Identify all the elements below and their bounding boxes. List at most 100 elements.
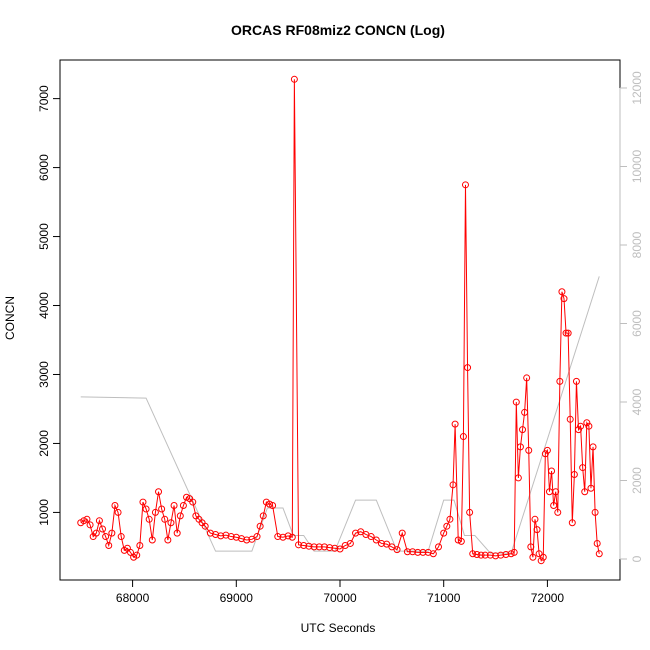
data-point bbox=[377, 539, 385, 547]
data-point bbox=[300, 542, 308, 550]
data-point bbox=[139, 498, 147, 506]
data-point bbox=[212, 530, 220, 538]
x-tick-label: 72000 bbox=[531, 591, 565, 605]
y2-tick-label: 8000 bbox=[630, 231, 644, 258]
data-point bbox=[183, 493, 191, 501]
x-tick-label: 68000 bbox=[116, 591, 150, 605]
data-point bbox=[492, 552, 500, 560]
y-tick-label: 2000 bbox=[37, 430, 51, 457]
data-point bbox=[537, 557, 545, 565]
data-point bbox=[331, 544, 339, 552]
data-point bbox=[167, 519, 175, 527]
data-point bbox=[564, 329, 572, 337]
data-point bbox=[451, 420, 459, 428]
data-point bbox=[539, 553, 547, 561]
data-point bbox=[310, 543, 318, 551]
data-point bbox=[155, 488, 163, 496]
data-point bbox=[414, 548, 422, 556]
data-point bbox=[295, 541, 303, 549]
data-point bbox=[457, 537, 465, 545]
x-tick-label: 70000 bbox=[323, 591, 357, 605]
data-point bbox=[429, 550, 437, 558]
data-point bbox=[403, 548, 411, 556]
data-point bbox=[117, 533, 125, 541]
data-point bbox=[256, 522, 264, 530]
y-tick-label: 1000 bbox=[37, 499, 51, 526]
data-point bbox=[583, 419, 591, 427]
data-point bbox=[290, 75, 298, 83]
data-point bbox=[543, 446, 551, 454]
data-point bbox=[550, 502, 558, 510]
data-point bbox=[575, 426, 583, 434]
data-point bbox=[507, 550, 515, 558]
data-point bbox=[512, 398, 520, 406]
data-point bbox=[560, 295, 568, 303]
data-point bbox=[320, 543, 328, 551]
data-point bbox=[454, 536, 462, 544]
data-point bbox=[102, 533, 110, 541]
data-point bbox=[133, 551, 141, 559]
data-point bbox=[566, 415, 574, 423]
data-point bbox=[274, 533, 282, 541]
data-point bbox=[217, 532, 225, 540]
data-point bbox=[206, 529, 214, 537]
data-point bbox=[535, 550, 543, 558]
y2-tick-label: 4000 bbox=[630, 388, 644, 415]
data-point bbox=[595, 550, 603, 558]
data-point bbox=[148, 536, 156, 544]
y-tick-label: 6000 bbox=[37, 154, 51, 181]
data-point bbox=[446, 515, 454, 523]
data-point bbox=[161, 515, 169, 523]
data-point bbox=[201, 522, 209, 530]
data-point bbox=[409, 548, 417, 556]
data-point bbox=[477, 551, 485, 559]
data-point bbox=[424, 548, 432, 556]
data-point bbox=[533, 526, 541, 534]
data-point bbox=[527, 543, 535, 551]
data-point bbox=[189, 498, 197, 506]
data-point bbox=[248, 535, 256, 543]
y2-tick-label: 6000 bbox=[630, 310, 644, 337]
x-tick-label: 71000 bbox=[427, 591, 461, 605]
data-point bbox=[111, 502, 119, 510]
data-point bbox=[227, 533, 235, 541]
chart-title: ORCAS RF08miz2 CONCN (Log) bbox=[231, 22, 445, 38]
data-point bbox=[127, 548, 135, 556]
y-tick-label: 3000 bbox=[37, 361, 51, 388]
data-point bbox=[519, 426, 527, 434]
data-point bbox=[237, 535, 245, 543]
data-point bbox=[473, 550, 481, 558]
data-point bbox=[326, 544, 334, 552]
y2-tick-label: 2000 bbox=[630, 467, 644, 494]
data-point bbox=[398, 529, 406, 537]
data-point bbox=[466, 508, 474, 516]
x-axis-label: UTC Seconds bbox=[301, 621, 376, 635]
data-point bbox=[176, 512, 184, 520]
data-point bbox=[315, 543, 323, 551]
data-point bbox=[502, 550, 510, 558]
data-point bbox=[86, 521, 94, 529]
data-point bbox=[142, 505, 150, 513]
data-point bbox=[440, 529, 448, 537]
y2-tick-label: 12000 bbox=[630, 71, 644, 105]
data-point bbox=[383, 540, 391, 548]
data-point bbox=[541, 450, 549, 458]
data-point bbox=[568, 519, 576, 527]
data-point bbox=[243, 536, 251, 544]
data-point bbox=[521, 408, 529, 416]
data-point bbox=[288, 533, 296, 541]
data-point bbox=[95, 517, 103, 525]
data-point bbox=[443, 522, 451, 530]
data-point bbox=[136, 542, 144, 550]
data-point bbox=[552, 488, 560, 496]
data-point bbox=[352, 529, 360, 537]
data-point bbox=[114, 508, 122, 516]
plot-box bbox=[59, 59, 621, 581]
y-axis-label: CONCN bbox=[3, 296, 17, 340]
data-point bbox=[105, 542, 113, 550]
y-tick-label: 7000 bbox=[37, 85, 51, 112]
data-point bbox=[572, 377, 580, 385]
data-point bbox=[222, 531, 230, 539]
data-point bbox=[419, 548, 427, 556]
data-point bbox=[265, 500, 273, 508]
